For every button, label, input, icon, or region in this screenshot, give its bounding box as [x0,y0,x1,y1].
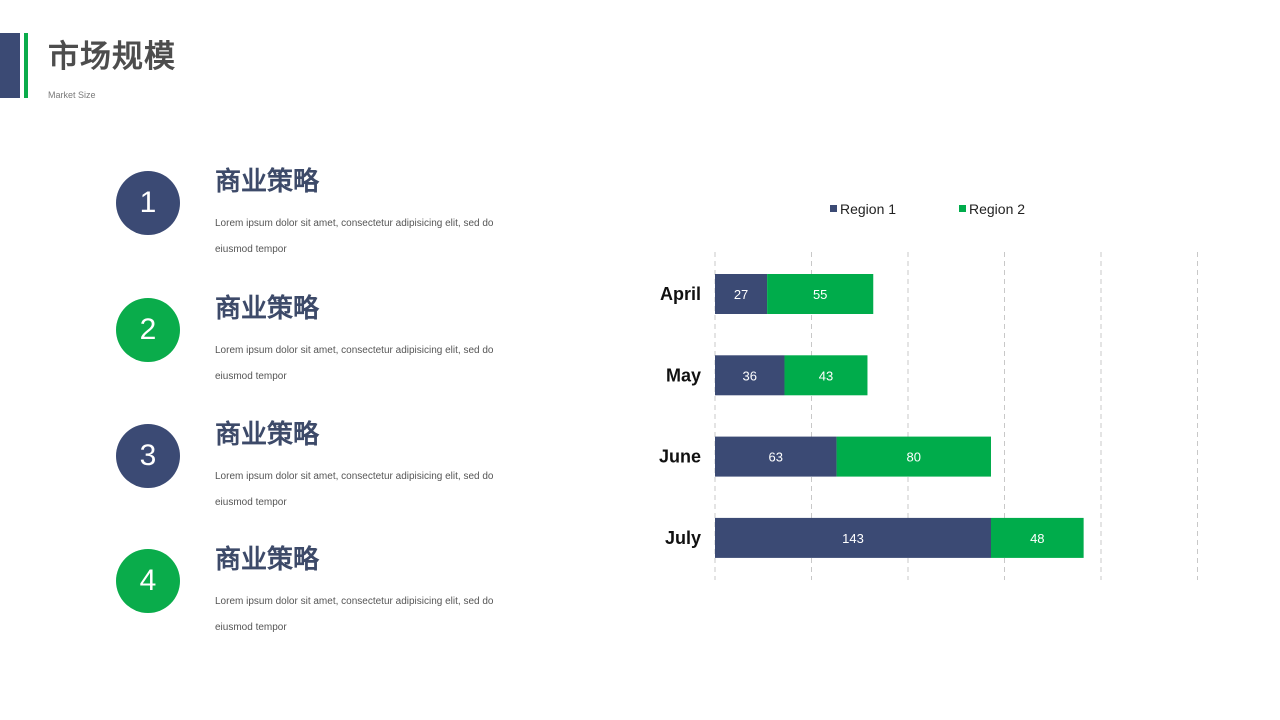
bar-segment [715,274,768,314]
item-description: Lorem ipsum dolor sit amet, consectetur … [215,345,494,382]
item-title: 商业策略 [215,294,320,324]
bar-value-label: 80 [907,450,921,465]
list-item: 4 商业策略 Lorem ipsum dolor sit amet, conse… [0,545,600,659]
list-item: 3 商业策略 Lorem ipsum dolor sit amet, conse… [0,420,600,534]
legend-swatch [830,205,837,212]
category-label: May [666,365,701,385]
bar-value-label: 36 [743,368,757,383]
item-title: 商业策略 [215,420,320,450]
legend-swatch [959,205,966,212]
bar-segment [784,355,868,396]
page-title: 市场规模 [48,39,176,75]
bar-value-label: 143 [842,531,864,546]
item-title: 商业策略 [215,167,320,197]
legend-label: Region 2 [969,201,1025,217]
bar-segment [715,355,785,396]
list-item: 2 商业策略 Lorem ipsum dolor sit amet, conse… [0,294,600,408]
bar-value-label: 63 [769,450,783,465]
stacked-bar-chart: Region 1 Region 2 April 27 55 May 36 43 June 63 80… [659,201,1198,580]
category-label: April [660,284,701,304]
number-badge: 2 [116,298,180,362]
item-description: Lorem ipsum dolor sit amet, consectetur … [215,471,494,508]
category-label: July [665,528,701,548]
bar-segment [715,436,837,477]
bar-value-label: 27 [734,287,748,302]
list-item: 1 商业策略 Lorem ipsum dolor sit amet, conse… [0,167,600,281]
number-badge: 3 [116,424,180,488]
bar-segment [715,517,991,558]
page-subtitle: Market Size [48,90,96,100]
item-title: 商业策略 [215,545,320,575]
item-description: Lorem ipsum dolor sit amet, consectetur … [215,596,494,633]
legend-label: Region 1 [840,201,896,217]
bar-value-label: 55 [813,287,827,302]
bar-segment [767,274,874,314]
category-label: June [659,447,701,467]
number-badge: 1 [116,171,180,235]
item-description: Lorem ipsum dolor sit amet, consectetur … [215,218,494,255]
bar-value-label: 48 [1030,531,1044,546]
header-accent-bar [0,33,20,98]
bar-segment [836,436,991,477]
number-badge: 4 [116,549,180,613]
bar-segment [990,517,1084,558]
bar-value-label: 43 [819,368,833,383]
header-accent-line [24,33,28,98]
